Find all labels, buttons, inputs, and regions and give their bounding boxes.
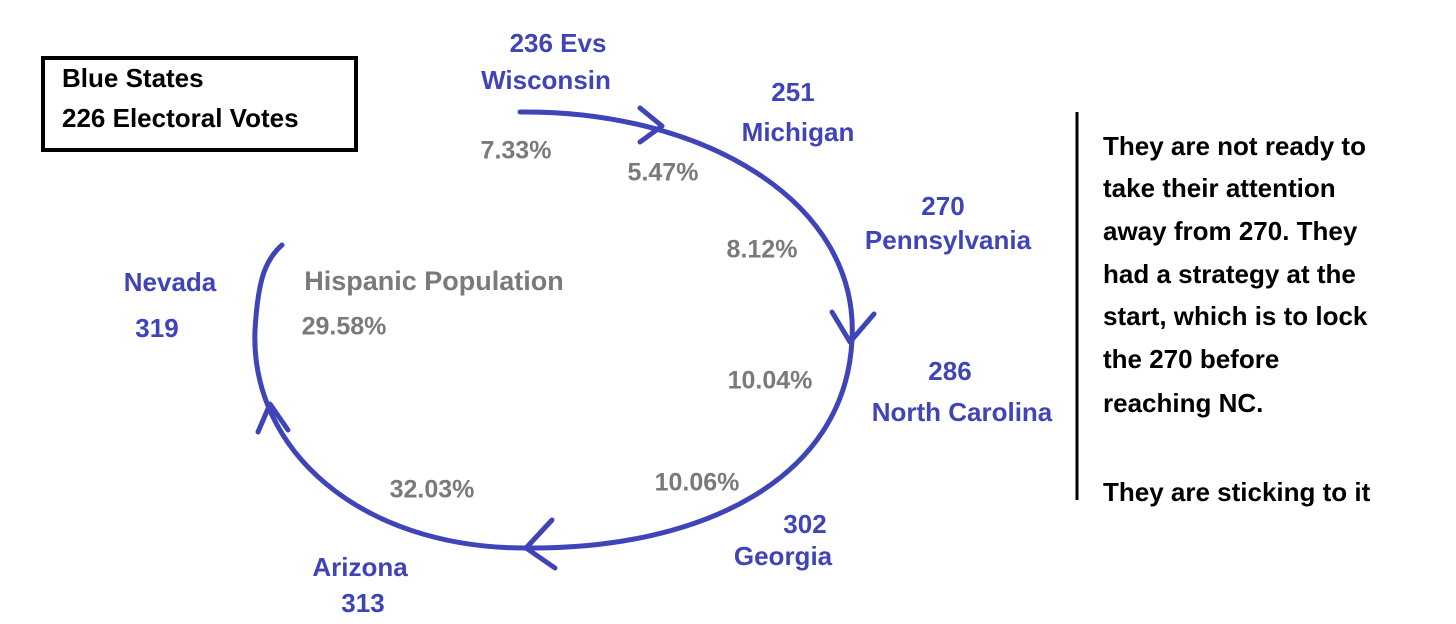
- node-state: Georgia: [734, 541, 833, 571]
- percentage: 5.47%: [628, 159, 699, 187]
- node-votes: 286: [928, 356, 971, 386]
- node-state: North Carolina: [872, 397, 1053, 427]
- node-votes: 313: [341, 588, 384, 618]
- arrowhead: [829, 309, 877, 345]
- node-state: Nevada: [124, 267, 217, 297]
- arrowhead: [255, 401, 291, 435]
- note-line: reaching NC.: [1103, 388, 1263, 418]
- node-votes: 251: [771, 77, 814, 107]
- arrowhead: [523, 517, 558, 571]
- center-label: Hispanic Population: [304, 266, 564, 296]
- node-state: Michigan: [742, 117, 855, 147]
- legend-box: [41, 56, 358, 152]
- percentage: 32.03%: [390, 476, 475, 504]
- arrowhead: [637, 105, 665, 145]
- note-line: They are not ready to: [1103, 131, 1366, 161]
- note-line: had a strategy at the: [1103, 259, 1356, 289]
- note-line: away from 270. They: [1103, 216, 1358, 246]
- cycle-arc: [252, 109, 855, 551]
- percentage: 7.33%: [481, 137, 552, 165]
- node-state: Wisconsin: [481, 65, 611, 95]
- legend-line: 226 Electoral Votes: [62, 103, 299, 133]
- percentage: 10.06%: [655, 469, 740, 497]
- node-state: Arizona: [312, 552, 408, 582]
- node-votes: 302: [783, 509, 826, 539]
- node-votes: 236 Evs: [510, 28, 607, 58]
- note-line: They are sticking to it: [1103, 477, 1371, 507]
- percentage: 29.58%: [302, 313, 387, 341]
- node-votes: 270: [921, 191, 964, 221]
- note-line: take their attention: [1103, 173, 1336, 203]
- node-votes: 319: [135, 313, 178, 343]
- percentage: 8.12%: [727, 236, 798, 264]
- percentage: 10.04%: [728, 367, 813, 395]
- note-line: start, which is to lock: [1103, 301, 1368, 331]
- note-line: the 270 before: [1103, 344, 1279, 374]
- legend-line: Blue States: [62, 63, 204, 93]
- node-state: Pennsylvania: [865, 225, 1032, 255]
